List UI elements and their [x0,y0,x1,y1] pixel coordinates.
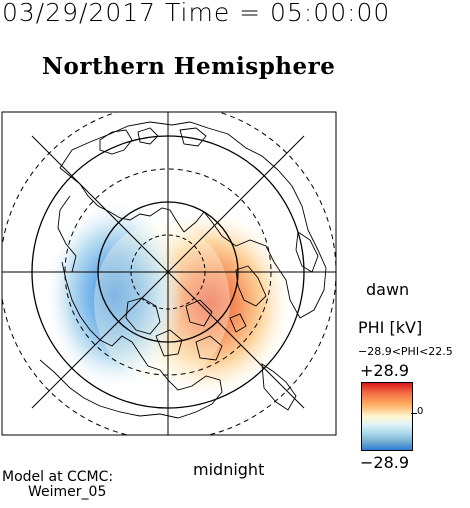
colorbar-range-text: −28.9<PHI<22.5 [358,345,453,358]
model-credit-line2: Weimer_05 [28,484,107,500]
coastlines [39,121,327,419]
colorbar-max-label: +28.9 [360,361,410,380]
colorbar-title: PHI [kV] [358,318,423,337]
colorbar-zero-tick [411,413,417,414]
hemisphere-title: Northern Hemisphere [42,53,336,80]
colorbar-zero-label: 0 [417,406,424,417]
neutral-zone [94,222,230,382]
midnight-label: midnight [193,460,265,479]
dawn-label: dawn [366,280,410,299]
positive-potential-cell [47,203,183,387]
model-credit-line1: Model at CCMC: [2,469,114,485]
colorbar [361,382,413,451]
datetime-title: 03/29/2017 Time = 05:00:00 [2,0,391,27]
colorbar-min-label: −28.9 [360,453,410,472]
